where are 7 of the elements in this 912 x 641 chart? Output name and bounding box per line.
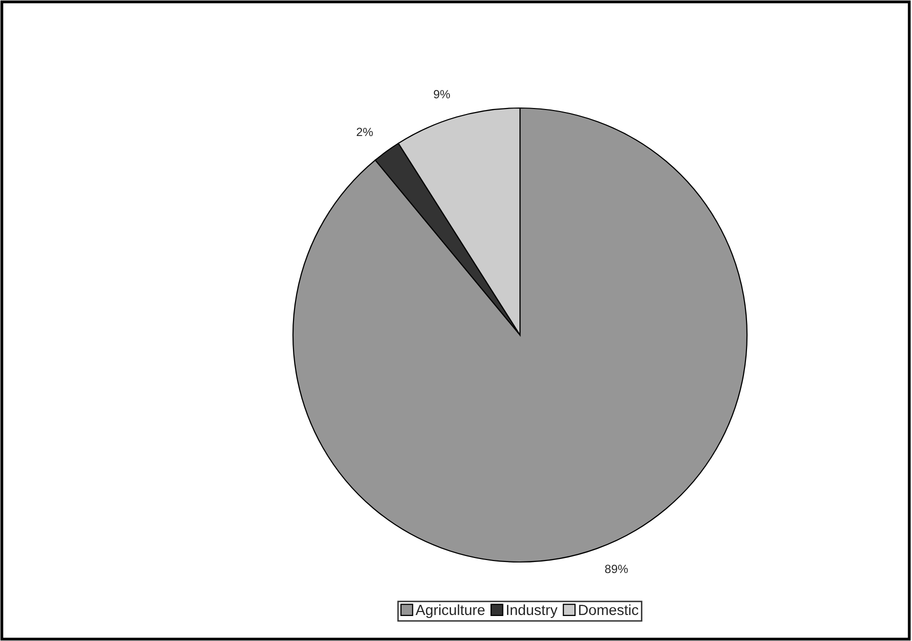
pie-slice <box>292 107 748 563</box>
data-label: 9% <box>434 90 450 98</box>
data-label: 89% <box>605 564 628 574</box>
legend-label: Domestic <box>579 604 638 616</box>
data-label: 2% <box>356 128 373 136</box>
legend-label: Agriculture <box>416 604 485 618</box>
legend-label: Industry <box>507 604 558 618</box>
